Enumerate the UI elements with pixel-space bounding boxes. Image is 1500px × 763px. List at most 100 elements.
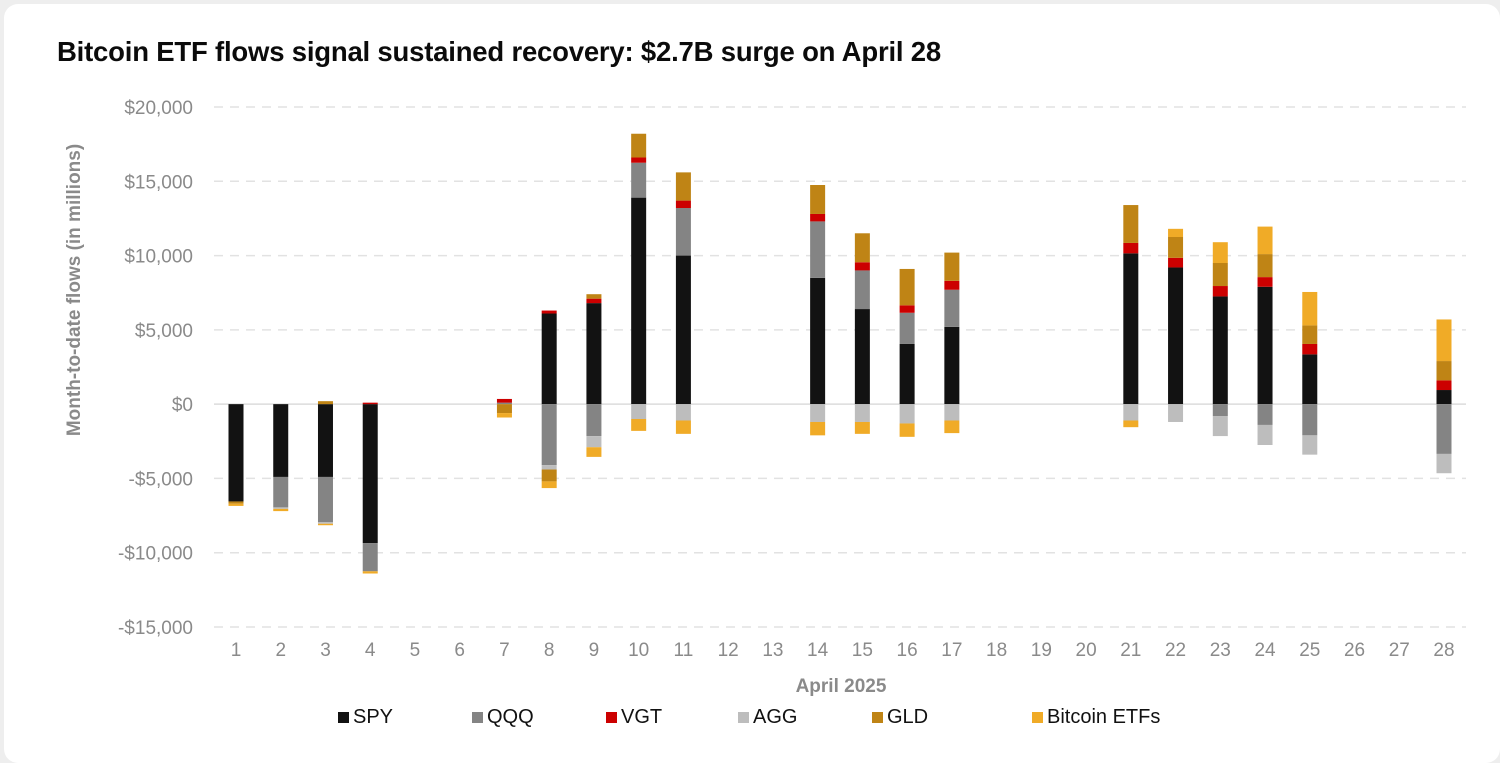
x-tick-label: 6 <box>454 640 465 661</box>
bar-segment-vgt <box>944 280 960 290</box>
y-tick-label: $20,000 <box>124 98 193 119</box>
bar-segment-spy <box>1257 286 1273 405</box>
x-tick-label: 23 <box>1210 640 1231 661</box>
bar-segment-qqq <box>944 289 960 327</box>
bar-segment-vgt <box>541 310 557 314</box>
bar-segment-gld <box>899 268 915 306</box>
legend-label: AGG <box>753 706 798 728</box>
chart-card <box>4 4 1500 763</box>
y-tick-label: -$5,000 <box>129 469 193 490</box>
bar-segment-bitcoin-etfs <box>1436 319 1452 362</box>
bar-segment-vgt <box>362 402 378 405</box>
bar-segment-qqq <box>586 404 602 437</box>
bar-segment-vgt <box>586 298 602 304</box>
bar-segment-spy <box>362 404 378 544</box>
bar-segment-vgt <box>899 305 915 313</box>
bar-segment-qqq <box>854 270 870 310</box>
bar-segment-agg <box>317 522 333 524</box>
bar-segment-bitcoin-etfs <box>317 523 333 526</box>
bar-segment-gld <box>1168 237 1184 258</box>
bar-segment-gld <box>1436 361 1452 381</box>
bar-segment-vgt <box>1257 277 1273 287</box>
bar-segment-qqq <box>899 312 915 344</box>
bar-segment-gld <box>944 252 960 281</box>
bar-segment-spy <box>1436 390 1452 405</box>
y-axis-ticks: $20,000 $15,000 $10,000 $5,000 $0 -$5,000 -$10… <box>118 98 193 639</box>
bar-segment-qqq <box>810 221 826 278</box>
y-tick-label: $0 <box>172 395 193 416</box>
x-tick-label: 12 <box>718 640 739 661</box>
bar-segment-agg <box>899 404 915 424</box>
x-tick-label: 27 <box>1389 640 1410 661</box>
bar-segment-bitcoin-etfs <box>899 423 915 437</box>
bar-segment-gld <box>631 133 647 158</box>
bar-segment-bitcoin-etfs <box>273 508 289 512</box>
bar-segment-agg <box>854 404 870 422</box>
bar-segment-agg <box>1123 404 1139 421</box>
bar-segment-bitcoin-etfs <box>1212 242 1228 263</box>
bar-segment-spy <box>317 404 333 477</box>
bar-segment-gld <box>1257 254 1273 278</box>
legend: SPY QQQ VGT AGG GLD Bitcoin ETFs <box>0 706 1500 730</box>
bar-segment-qqq <box>317 476 333 523</box>
bar-segment-bitcoin-etfs <box>1123 420 1139 428</box>
legend-swatch <box>606 712 617 723</box>
legend-label: Bitcoin ETFs <box>1047 706 1161 728</box>
bar-segment-qqq <box>675 208 691 256</box>
bar-segment-gld <box>854 233 870 263</box>
bar-segment-spy <box>944 326 960 405</box>
x-tick-label: 26 <box>1344 640 1365 661</box>
bar-segment-gld <box>1302 325 1318 344</box>
x-tick-label: 21 <box>1120 640 1141 661</box>
bar-segment-vgt <box>1436 380 1452 391</box>
y-tick-label: $10,000 <box>124 247 193 268</box>
x-tick-label: 10 <box>628 640 649 661</box>
bar-segment-qqq <box>362 543 378 572</box>
bar-segment-qqq <box>631 162 647 198</box>
bar-segment-spy <box>899 343 915 405</box>
bar-segment-vgt <box>631 157 647 163</box>
bar-segment-vgt <box>1123 242 1139 254</box>
legend-label: GLD <box>887 706 929 728</box>
bar-segment-agg <box>675 404 691 421</box>
x-tick-label: 5 <box>410 640 421 661</box>
x-tick-label: 15 <box>852 640 873 661</box>
bar-segment-spy <box>1302 354 1318 405</box>
bar-segment-agg <box>1257 424 1273 445</box>
legend-swatch <box>738 712 749 723</box>
x-tick-label: 18 <box>986 640 1007 661</box>
y-tick-label: -$10,000 <box>118 544 193 565</box>
y-tick-label: $15,000 <box>124 172 193 193</box>
bar-segment-gld <box>810 185 826 214</box>
legend-item: AGG <box>738 706 797 729</box>
bar-segment-vgt <box>496 398 512 403</box>
bar-segment-bitcoin-etfs <box>228 503 244 506</box>
x-tick-label: 16 <box>897 640 918 661</box>
bar-segment-spy <box>854 309 870 405</box>
x-tick-label: 13 <box>762 640 783 661</box>
bar-segment-gld <box>317 401 333 405</box>
legend-label: QQQ <box>487 706 534 728</box>
bar-segment-agg <box>273 507 289 509</box>
legend-swatch <box>1032 712 1043 723</box>
x-tick-label: 3 <box>320 640 331 661</box>
bar-segment-spy <box>541 313 557 405</box>
bar-segment-bitcoin-etfs <box>1302 291 1318 326</box>
bar-segment-spy <box>675 255 691 405</box>
x-tick-label: 11 <box>674 640 694 661</box>
bar-segment-gld <box>675 172 691 201</box>
bar-segment-agg <box>631 404 647 419</box>
legend-item: QQQ <box>472 706 534 729</box>
legend-swatch <box>338 712 349 723</box>
bar-segment-spy <box>273 404 289 477</box>
bar-segment-gld <box>1123 205 1139 243</box>
x-tick-label: 9 <box>589 640 600 661</box>
bar-segment-agg <box>944 404 960 421</box>
x-tick-label: 24 <box>1254 640 1276 661</box>
bar-segment-vgt <box>1302 343 1318 355</box>
bar-segment-spy <box>228 404 244 502</box>
bar-segment-bitcoin-etfs <box>586 447 602 457</box>
bar-segment-vgt <box>675 200 691 209</box>
bar-segment-vgt <box>810 213 826 222</box>
